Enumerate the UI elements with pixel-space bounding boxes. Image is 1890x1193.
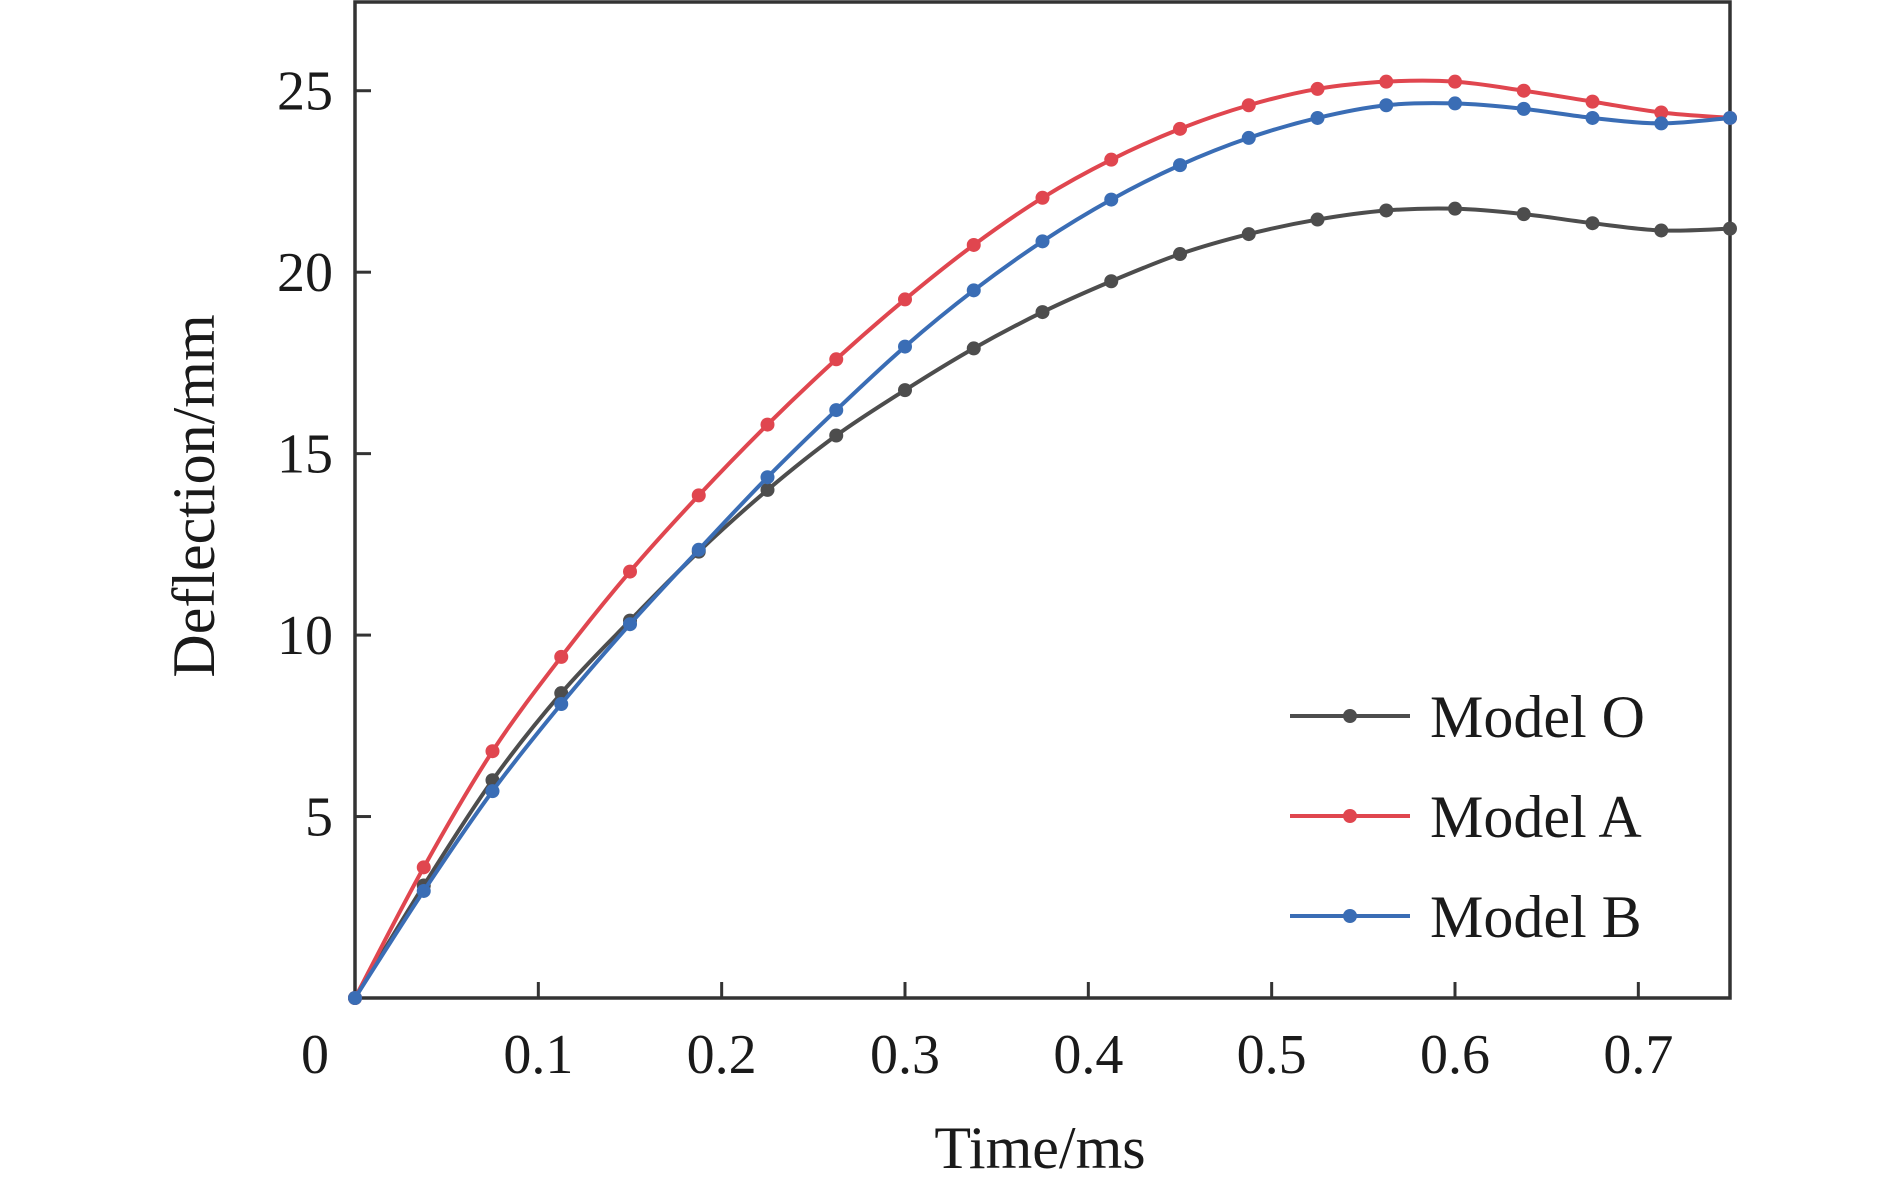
data-point-model-b — [1241, 130, 1256, 145]
legend-swatch-marker — [1343, 809, 1357, 823]
legend-label: Model B — [1430, 884, 1642, 950]
legend-swatch-marker — [1343, 709, 1357, 723]
series-group — [348, 74, 1737, 1005]
data-point-model-b — [1310, 110, 1325, 125]
data-point-model-b — [623, 617, 637, 632]
data-point-model-b — [898, 339, 912, 354]
data-point-model-b — [485, 784, 500, 799]
data-point-model-a — [760, 417, 775, 432]
data-point-model-b — [1585, 110, 1600, 125]
legend-item-model-o: Model O — [1290, 684, 1645, 750]
series-model-b — [348, 96, 1737, 1005]
data-point-model-o — [898, 383, 912, 398]
data-point-model-o — [1516, 207, 1531, 222]
y-tick-label: 20 — [277, 242, 333, 304]
data-point-model-a — [1104, 152, 1119, 167]
data-point-model-a — [554, 649, 569, 664]
data-point-model-o — [1035, 305, 1050, 320]
x-tick-label: 0.5 — [1237, 1024, 1307, 1086]
data-point-model-a — [1173, 121, 1187, 136]
series-line-model-a — [353, 78, 1731, 999]
data-point-model-b — [760, 470, 775, 485]
data-point-model-o — [1104, 274, 1119, 289]
series-line-model-o — [353, 206, 1731, 1000]
data-point-model-b — [1104, 192, 1119, 207]
plot-frame — [353, 0, 1732, 1000]
y-tick-label: 10 — [277, 605, 333, 667]
data-point-model-a — [416, 860, 431, 875]
data-point-model-o — [1310, 212, 1325, 227]
x-tick-label: 0.3 — [870, 1024, 940, 1086]
data-point-model-b — [1035, 234, 1050, 249]
data-point-model-b — [1448, 96, 1462, 111]
data-point-model-o — [829, 428, 844, 443]
x-tick-label: 0.6 — [1420, 1024, 1490, 1086]
data-point-model-b — [966, 283, 981, 298]
data-point-model-a — [898, 292, 912, 307]
y-tick-label: 25 — [277, 61, 333, 123]
data-point-model-o — [554, 686, 569, 701]
data-point-model-b — [416, 883, 431, 898]
x-tick-label: 0.7 — [1603, 1024, 1673, 1086]
data-point-model-a — [623, 564, 637, 579]
data-point-model-o — [760, 482, 775, 497]
data-point-model-o — [1585, 216, 1600, 231]
origin-label: 0 — [301, 1024, 329, 1086]
x-axis-title: Time/ms — [934, 1115, 1145, 1181]
legend-item-model-b: Model B — [1290, 884, 1642, 950]
data-point-model-b — [829, 403, 844, 418]
legend-label: Model O — [1430, 684, 1645, 750]
x-tick-label: 0.1 — [503, 1024, 573, 1086]
axes: 5 10 15 20 25 0.1 0.2 0.3 0.4 0.5 0.6 0.7 0 — [277, 0, 1732, 1086]
legend-item-model-a: Model A — [1290, 784, 1642, 850]
data-point-model-a — [829, 352, 844, 367]
data-point-model-a — [691, 488, 706, 503]
data-point-model-a — [966, 237, 981, 252]
legend-label: Model A — [1430, 784, 1642, 850]
legend: Model O Model A Model B — [1290, 684, 1645, 950]
data-point-model-b — [1173, 158, 1187, 173]
data-point-model-b — [554, 697, 569, 712]
data-point-model-a — [1448, 74, 1462, 89]
data-point-model-o — [1241, 227, 1256, 242]
data-point-model-a — [1241, 98, 1256, 113]
legend-swatch-marker — [1343, 909, 1357, 923]
data-point-model-b — [348, 991, 362, 1005]
data-point-model-o — [1379, 203, 1394, 218]
data-point-model-a — [485, 744, 500, 759]
data-point-model-o — [1654, 223, 1669, 238]
y-axis-title: Deflection/mm — [161, 314, 227, 677]
x-tick-label: 0.4 — [1053, 1024, 1123, 1086]
data-point-model-o — [1173, 247, 1187, 262]
y-tick-label: 15 — [277, 424, 333, 486]
data-point-model-a — [1654, 105, 1669, 120]
data-point-model-a — [1585, 94, 1600, 109]
data-point-model-a — [1310, 81, 1325, 96]
data-point-model-b — [1654, 116, 1669, 131]
data-point-model-b — [691, 542, 706, 557]
data-point-model-b — [1516, 101, 1531, 116]
data-point-model-o — [1723, 221, 1737, 236]
data-point-model-b — [1723, 110, 1737, 125]
data-point-model-b — [1379, 98, 1394, 113]
data-point-model-a — [1516, 83, 1531, 98]
data-point-model-o — [1448, 201, 1462, 216]
y-tick-label: 5 — [305, 787, 333, 849]
data-point-model-o — [966, 341, 981, 356]
data-point-model-a — [1035, 190, 1050, 205]
data-point-model-a — [1379, 74, 1394, 89]
x-tick-label: 0.2 — [687, 1024, 757, 1086]
